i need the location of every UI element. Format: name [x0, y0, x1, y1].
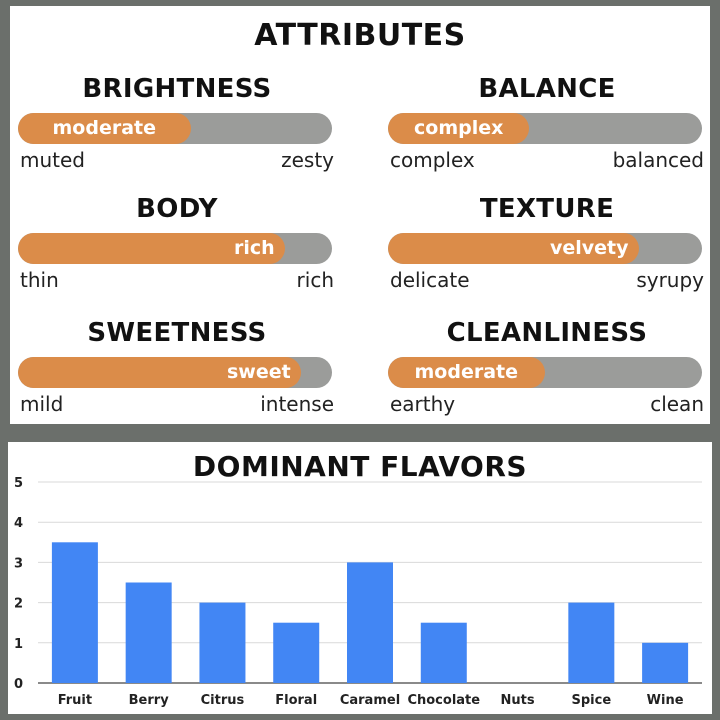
- x-tick-label: Berry: [129, 693, 170, 708]
- brightness-low-label: muted: [20, 148, 85, 172]
- x-tick-label: Chocolate: [407, 693, 480, 708]
- x-tick-label: Caramel: [340, 693, 400, 708]
- bar-floral: [273, 622, 320, 683]
- texture-high-label: syrupy: [636, 268, 704, 292]
- texture-low-label: delicate: [390, 268, 470, 292]
- sweetness-fill: [18, 357, 301, 388]
- bar-caramel: [347, 562, 393, 683]
- balance-fill: [388, 113, 529, 144]
- bar-chocolate: [420, 622, 467, 683]
- y-tick-label: 4: [14, 516, 23, 531]
- body-value-label: rich: [234, 237, 275, 259]
- brightness-track: moderate: [18, 113, 332, 144]
- attribute-balance: BALANCE complex complex balanced: [388, 74, 706, 174]
- sweetness-value-label: sweet: [227, 361, 291, 383]
- x-tick-label: Citrus: [201, 693, 245, 708]
- x-tick-label: Floral: [275, 693, 317, 708]
- texture-fill: [388, 233, 639, 264]
- cleanliness-value-label: moderate: [414, 361, 519, 383]
- sweetness-track: sweet: [18, 357, 332, 388]
- attribute-name: SWEETNESS: [87, 318, 267, 348]
- y-tick-label: 0: [14, 677, 23, 692]
- chart-title: DOMINANT FLAVORS: [192, 450, 528, 483]
- bar-citrus: [199, 602, 246, 683]
- cleanliness-low-label: earthy: [390, 392, 456, 416]
- body-fill: [18, 233, 285, 264]
- bar-fruit: [51, 542, 98, 683]
- cleanliness-high-label: clean: [650, 392, 704, 416]
- dominant-flavors-panel: DOMINANT FLAVORS 0 1 2 3 4 5 Fruit Berry Citrus F…: [8, 442, 712, 714]
- attribute-brightness: BRIGHTNESS moderate muted zesty: [18, 74, 336, 174]
- attribute-name: TEXTURE: [479, 194, 615, 224]
- attribute-name: BRIGHTNESS: [82, 74, 272, 104]
- balance-value-label: complex: [414, 117, 504, 139]
- texture-value-label: velvety: [550, 237, 629, 259]
- body-track: rich: [18, 233, 332, 264]
- y-tick-label: 5: [14, 476, 23, 491]
- attribute-cleanliness: CLEANLINESS moderate earthy clean: [388, 318, 706, 418]
- brightness-fill: [18, 113, 191, 144]
- attribute-name: CLEANLINESS: [446, 318, 648, 348]
- balance-track: complex: [388, 113, 702, 144]
- brightness-value-label: moderate: [52, 117, 157, 139]
- flavor-bar-chart: 0 1 2 3 4 5 Fruit Berry Citrus Floral Caramel Choco…: [14, 476, 702, 708]
- body-low-label: thin: [20, 268, 59, 292]
- attribute-name: BODY: [136, 194, 218, 224]
- body-high-label: rich: [296, 268, 334, 292]
- balance-high-label: balanced: [612, 148, 704, 172]
- cleanliness-track: moderate: [388, 357, 702, 388]
- balance-low-label: complex: [390, 148, 475, 172]
- x-tick-label: Wine: [647, 693, 684, 708]
- attributes-panel: ATTRIBUTES BRIGHTNESS moderate muted zesty B…: [10, 6, 710, 424]
- attribute-sweetness: SWEETNESS sweet mild intense: [18, 318, 336, 418]
- brightness-high-label: zesty: [281, 148, 334, 172]
- sweetness-low-label: mild: [20, 392, 64, 416]
- cleanliness-fill: [388, 357, 545, 388]
- y-tick-label: 3: [14, 556, 23, 571]
- attribute-name: BALANCE: [478, 74, 616, 104]
- x-tick-label: Spice: [572, 693, 612, 708]
- y-tick-label: 1: [14, 637, 23, 652]
- x-tick-label: Nuts: [501, 693, 535, 708]
- attributes-title: ATTRIBUTES: [254, 18, 466, 53]
- bar-wine: [642, 642, 689, 683]
- attribute-body: BODY rich thin rich: [18, 194, 336, 294]
- sweetness-high-label: intense: [260, 392, 334, 416]
- x-tick-label: Fruit: [58, 693, 92, 708]
- texture-track: velvety: [388, 233, 702, 264]
- bar-berry: [125, 582, 172, 683]
- bar-spice: [568, 602, 615, 683]
- y-tick-label: 2: [14, 597, 23, 612]
- attribute-texture: TEXTURE velvety delicate syrupy: [388, 194, 706, 294]
